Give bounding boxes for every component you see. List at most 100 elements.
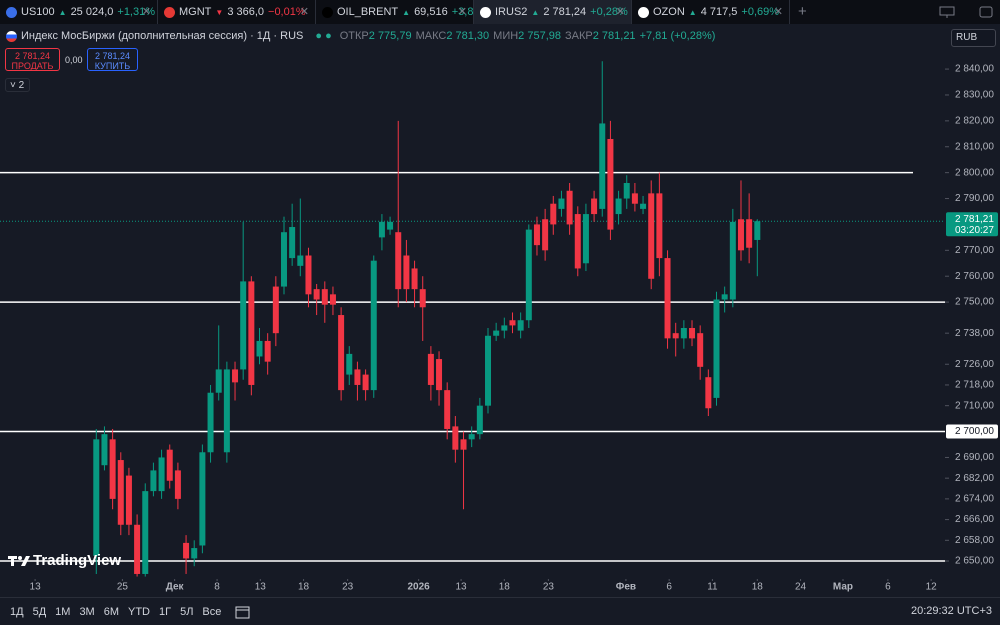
x-tick-label: 8 xyxy=(214,582,220,593)
candle-body xyxy=(460,439,467,450)
candle-body xyxy=(354,369,361,385)
candle-body xyxy=(436,359,443,391)
range-button[interactable]: 5Д xyxy=(32,605,47,618)
candle-body xyxy=(240,281,247,370)
y-tick-label: 2 760,00 xyxy=(955,271,994,282)
candle-body xyxy=(746,219,753,248)
candle-body xyxy=(599,123,606,209)
ohlc-value: 2 757,98 xyxy=(518,30,561,42)
candle-body xyxy=(338,315,345,391)
line-price-box xyxy=(946,424,998,439)
new-tab[interactable]: + xyxy=(798,3,807,20)
candle-body xyxy=(289,227,296,259)
range-button[interactable]: 1М xyxy=(55,605,71,618)
range-button[interactable]: 1Г xyxy=(159,605,172,618)
buy-price: 2 781,24 xyxy=(94,51,131,61)
candle-body xyxy=(395,232,402,290)
y-tick-label: 2 682,00 xyxy=(955,473,994,484)
tab-price: 25 024,0 xyxy=(70,6,114,18)
range-button[interactable]: YTD xyxy=(128,605,150,618)
date-range-icon[interactable] xyxy=(235,605,251,619)
range-button[interactable]: 6М xyxy=(103,605,119,618)
chart: 2 840,00 2 830,00 2 820,00 2 810,00 2 800,00… xyxy=(0,61,998,593)
x-tick-label: Дек xyxy=(166,582,185,593)
trend-arrow: ▲ xyxy=(688,7,697,17)
currency-select[interactable]: RUB xyxy=(951,29,996,47)
candle-body xyxy=(93,439,100,556)
candle-body xyxy=(664,258,671,339)
y-tick-label: 2 690,00 xyxy=(955,452,994,463)
trend-arrow: ▲ xyxy=(58,7,67,17)
x-tick-label: 18 xyxy=(298,582,310,593)
candle-body xyxy=(321,289,328,305)
tab[interactable]: OZON ▲ 4 717,5 +0,69% ✕ xyxy=(632,0,790,24)
candle-body xyxy=(101,434,108,466)
buy-button[interactable]: 2 781,24 КУПИТЬ xyxy=(87,48,138,71)
tab[interactable]: US100 ▲ 25 024,0 +1,31% ✕ xyxy=(0,0,158,24)
tab-price: 3 366,0 xyxy=(227,6,265,18)
candle-body xyxy=(158,457,165,492)
tab-price: 4 717,5 xyxy=(700,6,738,18)
candle-body xyxy=(329,294,336,305)
candle-body xyxy=(305,255,312,295)
range-button[interactable]: 3М xyxy=(79,605,95,618)
y-tick-label: 2 710,00 xyxy=(955,400,994,411)
range-button[interactable]: 1Д xyxy=(10,605,24,618)
x-tick-label: Мар xyxy=(833,582,853,593)
indicators-count: 2 xyxy=(18,80,25,91)
candle-body xyxy=(533,224,540,246)
candle-body xyxy=(721,294,728,300)
tab-change: +3,8 xyxy=(451,6,474,18)
candle-body xyxy=(346,353,353,375)
indicators-toggle[interactable]: ˅ 2 xyxy=(5,78,30,92)
close-tab: ✕ xyxy=(141,6,151,18)
trend-arrow: ▼ xyxy=(215,7,224,17)
candle-body xyxy=(248,281,255,385)
x-tick-label: 18 xyxy=(499,582,511,593)
candle-body xyxy=(378,221,385,238)
range-button[interactable]: Все xyxy=(202,605,222,618)
last-price-label: 2 781,21 xyxy=(955,214,994,225)
x-tick-label: 12 xyxy=(926,582,938,593)
tab-flag xyxy=(164,6,175,18)
candle-body xyxy=(468,434,475,440)
candle-body xyxy=(623,183,630,199)
tab-symbol: OIL_BRENT xyxy=(337,6,399,18)
x-tick-label: 11 xyxy=(707,582,718,593)
candle-body xyxy=(387,221,394,230)
y-tick-label: 2 750,00 xyxy=(955,297,994,308)
tab-symbol: MGNT xyxy=(179,6,212,18)
ohlc-label: ОТКР xyxy=(339,30,369,42)
x-tick-label: 13 xyxy=(30,582,42,593)
candle-body xyxy=(517,320,524,331)
ohlc-label: МАКС xyxy=(415,30,447,42)
symbol-title: Индекс МосБиржи (дополнительная сессия) … xyxy=(21,30,304,42)
candle-body xyxy=(419,289,426,308)
tab[interactable]: MGNT ▼ 3 366,0 −0,01% ✕ xyxy=(158,0,316,24)
tab[interactable]: OIL_BRENT ▲ 69,516 +3,8 ✕ xyxy=(316,0,474,24)
candle-body xyxy=(729,221,736,300)
candle-body xyxy=(509,320,516,326)
status-dots: ● ● xyxy=(315,30,332,42)
candle-body xyxy=(411,268,418,290)
candle-body xyxy=(591,198,598,215)
x-tick-label: 23 xyxy=(342,582,354,593)
candle-body xyxy=(191,548,198,559)
ohlc-label: МИН xyxy=(493,30,519,42)
sell-button[interactable]: 2 781,24 ПРОДАТЬ xyxy=(5,48,60,71)
y-tick-label: 2 820,00 xyxy=(955,116,994,127)
close-tab: ✕ xyxy=(773,6,783,18)
candle-body xyxy=(754,221,761,240)
x-tick-label: 18 xyxy=(752,582,764,593)
window-icons[interactable] xyxy=(938,6,994,18)
y-tick-label: 2 770,00 xyxy=(955,245,994,256)
candle-body xyxy=(558,198,565,209)
candle-body xyxy=(485,335,492,406)
candle-body xyxy=(542,219,549,251)
range-button[interactable]: 5Л xyxy=(180,605,194,618)
ohlc: ОТКР2 775,79 МАКС2 781,30 МИН2 757,98 ЗАКР2… xyxy=(336,30,636,42)
tab[interactable]: IRUS2 ▲ 2 781,24 +0,28% ✕ xyxy=(474,0,632,24)
last-price-box xyxy=(946,212,998,237)
